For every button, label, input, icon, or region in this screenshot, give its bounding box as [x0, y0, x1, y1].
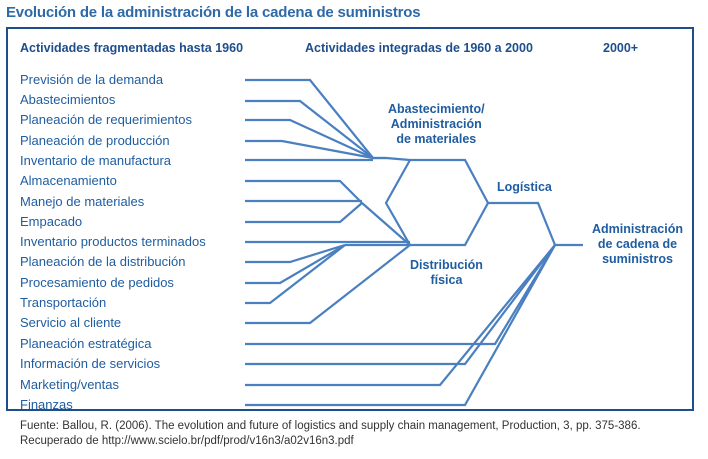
diagram-title: Evolución de la administración de la cad… — [6, 4, 421, 21]
connector-finance — [245, 244, 556, 407]
activity-item: Empacado — [20, 214, 83, 229]
activity-item: Planeación de producción — [20, 133, 170, 148]
node-scm-line1: Administración — [592, 222, 683, 236]
activity-item: Finanzas — [20, 397, 73, 412]
connector-handling-to-physical — [361, 202, 411, 246]
node-scm-line3: suministros — [602, 252, 673, 266]
activity-item: Información de servicios — [20, 356, 161, 371]
node-physical-line1: Distribución — [410, 258, 483, 272]
connector-procurement — [245, 99, 374, 159]
connector-requirements-planning — [245, 118, 374, 160]
connector-transportation — [245, 244, 346, 305]
connector-production-planning — [245, 139, 374, 160]
activity-item: Planeación estratégica — [20, 336, 152, 351]
activity-item: Planeación de la distribución — [20, 254, 186, 269]
activity-item: Transportación — [20, 295, 107, 310]
connector-packaging — [245, 202, 363, 224]
connector-strategic-planning — [245, 244, 556, 346]
node-materials-line1: Abastecimiento/ — [388, 102, 485, 116]
diagram-frame — [6, 27, 694, 411]
node-logistics-line1: Logística — [497, 180, 552, 194]
header-fragmented: Actividades fragmentadas hasta 1960 — [20, 41, 244, 55]
node-materials-line2: Administración — [390, 117, 482, 131]
node-scm-line2: de cadena de — [597, 237, 678, 251]
activity-item: Inventario de manufactura — [20, 153, 172, 168]
activity-item: Planeación de requerimientos — [20, 112, 192, 127]
hexagon-materials-logistics — [384, 156, 490, 247]
header-future: 2000+ — [603, 41, 639, 55]
node-supply-chain-management: Administración de cadena de suministros — [592, 222, 683, 267]
activity-item: Previsión de la demanda — [20, 72, 164, 87]
connector-order-processing — [245, 244, 346, 285]
connector-customer-service — [245, 244, 411, 325]
activity-item: Marketing/ventas — [20, 377, 119, 392]
activity-item: Manejo de materiales — [20, 194, 145, 209]
connector-logistics — [488, 201, 557, 246]
node-logistics: Logística — [497, 180, 552, 195]
node-physical-distribution: Distribución física — [410, 258, 483, 288]
connector-marketing-sales — [245, 244, 556, 387]
node-physical-line2: física — [430, 273, 463, 287]
activity-item: Procesamiento de pedidos — [20, 275, 174, 290]
activity-item: Abastecimientos — [20, 92, 116, 107]
activity-item: Almacenamiento — [20, 173, 117, 188]
connector-distribution-planning — [245, 243, 346, 264]
source-citation: Fuente: Ballou, R. (2006). The evolution… — [20, 420, 641, 447]
activity-item: Inventario productos terminados — [20, 234, 206, 249]
node-materials-line3: de materiales — [396, 132, 477, 146]
header-integrated: Actividades integradas de 1960 a 2000 — [305, 41, 533, 55]
connector-warehousing — [245, 179, 363, 204]
connector-information-services — [245, 244, 556, 366]
node-materials-management: Abastecimiento/ Administración de materi… — [388, 102, 485, 147]
activity-item: Servicio al cliente — [20, 315, 122, 330]
